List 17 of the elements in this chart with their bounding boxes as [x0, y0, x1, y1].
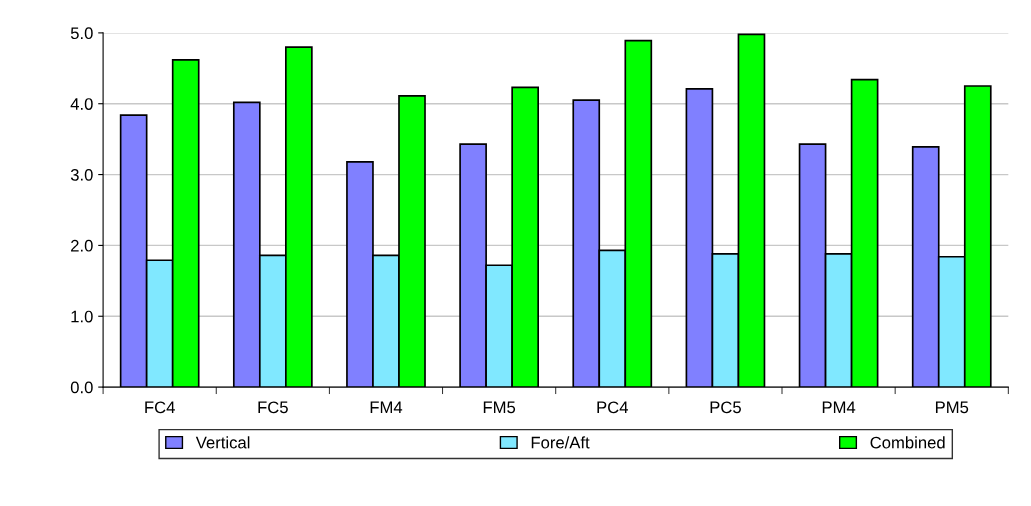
x-tick-label: FM4: [370, 401, 403, 414]
legend-label: Vertical: [195, 436, 250, 449]
x-tick-label: PC4: [597, 401, 629, 414]
x-tick-label: PM5: [935, 401, 969, 414]
x-tick-label: FC5: [258, 401, 288, 414]
y-tick-label: 3.0: [70, 168, 93, 181]
legend-label: Fore/Aft: [531, 436, 590, 449]
x-tick-label: FC4: [145, 401, 175, 414]
x-tick-label: FM5: [483, 401, 516, 414]
y-tick-label: 5.0: [70, 27, 93, 40]
y-tick-label: 2.0: [71, 239, 93, 252]
y-tick-label: 0.0: [70, 381, 93, 394]
y-tick-label: 4.0: [70, 98, 93, 110]
x-tick-label: PM4: [822, 401, 856, 414]
legend-label: Combined: [870, 436, 945, 449]
y-tick-label: 1.0: [71, 310, 93, 323]
x-tick-label: PC5: [710, 401, 741, 414]
